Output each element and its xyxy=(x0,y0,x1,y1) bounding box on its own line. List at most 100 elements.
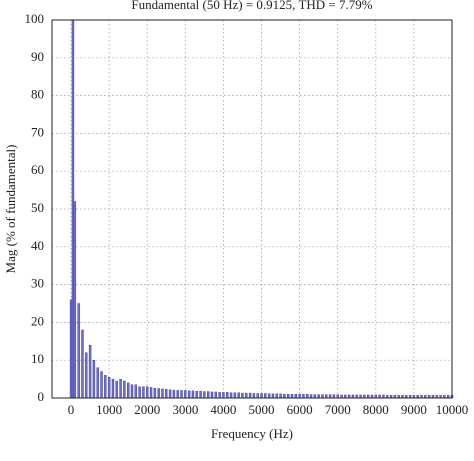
bar xyxy=(245,392,248,399)
bar xyxy=(237,392,240,399)
bar xyxy=(306,394,309,399)
bar xyxy=(233,392,237,399)
y-tick-label: 90 xyxy=(31,49,44,64)
bar xyxy=(180,390,183,399)
bar xyxy=(321,394,324,399)
bar xyxy=(222,392,225,399)
bar xyxy=(328,394,332,399)
bar xyxy=(267,393,271,399)
bar xyxy=(218,392,221,399)
x-tick-label: 0 xyxy=(68,402,75,417)
bar xyxy=(138,386,141,399)
bar xyxy=(130,384,134,399)
bar xyxy=(92,360,96,399)
y-tick-label: 80 xyxy=(31,87,44,102)
x-tick-label: 2000 xyxy=(134,402,160,417)
bar xyxy=(184,390,187,399)
bar xyxy=(279,393,282,399)
x-tick-label: 4000 xyxy=(210,402,236,417)
y-tick-label: 0 xyxy=(38,389,45,404)
bar xyxy=(157,388,160,399)
bar xyxy=(107,377,111,399)
x-tick-label: 10000 xyxy=(436,402,469,417)
bar xyxy=(153,387,157,399)
bar xyxy=(142,386,145,399)
bar xyxy=(100,371,103,399)
bar xyxy=(88,344,92,399)
bar xyxy=(119,378,122,399)
plot-frame xyxy=(51,19,453,399)
bar xyxy=(161,388,164,399)
bar xyxy=(226,392,229,399)
bar xyxy=(191,390,195,399)
bar xyxy=(302,394,305,399)
bar xyxy=(264,393,267,399)
x-axis-label: Frequency (Hz) xyxy=(211,426,293,441)
bar xyxy=(111,378,115,399)
bar xyxy=(96,367,99,399)
bar xyxy=(165,389,168,399)
chart-title: Fundamental (50 Hz) = 0.9125, THD = 7.79… xyxy=(131,0,372,12)
bar xyxy=(206,391,210,399)
bar xyxy=(248,392,252,399)
bar xyxy=(317,394,320,399)
y-tick-label: 10 xyxy=(31,351,44,366)
bar xyxy=(290,394,294,399)
bar xyxy=(336,394,339,399)
y-tick-label: 70 xyxy=(31,124,44,139)
bar xyxy=(252,393,256,399)
y-tick-label: 50 xyxy=(31,200,44,215)
y-tick-label: 20 xyxy=(31,313,44,328)
bar xyxy=(85,352,88,399)
bar xyxy=(71,19,75,399)
bar xyxy=(104,375,107,399)
bar xyxy=(203,391,206,399)
x-tick-label: 3000 xyxy=(172,402,198,417)
bar xyxy=(229,392,233,399)
bar xyxy=(298,394,301,399)
bar xyxy=(176,390,179,399)
bar xyxy=(172,389,176,399)
bar xyxy=(210,391,214,399)
x-tick-label: 8000 xyxy=(363,402,389,417)
bar xyxy=(214,391,218,399)
bar xyxy=(123,380,126,399)
bar xyxy=(309,394,313,399)
y-tick-label: 100 xyxy=(25,11,45,26)
y-axis-label: Mag (% of fundamental) xyxy=(3,145,18,274)
y-tick-label: 40 xyxy=(31,238,44,253)
bar xyxy=(69,299,73,399)
x-tick-label: 6000 xyxy=(287,402,313,417)
x-tick-label: 1000 xyxy=(96,402,122,417)
bar xyxy=(77,303,80,399)
bar xyxy=(168,389,172,399)
bar xyxy=(256,393,259,399)
bar xyxy=(325,394,328,399)
bar xyxy=(126,382,130,399)
bar xyxy=(313,394,317,399)
y-tick-label: 60 xyxy=(31,162,44,177)
bar xyxy=(275,393,278,399)
bar xyxy=(199,390,202,399)
bar xyxy=(332,394,336,399)
bar xyxy=(73,201,77,399)
bar xyxy=(149,387,153,399)
bar xyxy=(81,329,84,399)
bar xyxy=(187,390,191,399)
bar xyxy=(271,393,275,399)
bar xyxy=(241,392,244,399)
bar xyxy=(294,394,298,399)
bar xyxy=(146,386,149,399)
bar xyxy=(286,394,290,399)
bar xyxy=(283,394,286,399)
x-tick-label: 7000 xyxy=(325,402,351,417)
bar xyxy=(260,393,263,399)
bar xyxy=(195,390,198,399)
x-tick-label: 5000 xyxy=(249,402,275,417)
x-tick-label: 9000 xyxy=(401,402,427,417)
bar xyxy=(134,384,138,399)
y-tick-label: 30 xyxy=(31,276,44,291)
bar xyxy=(115,380,118,399)
